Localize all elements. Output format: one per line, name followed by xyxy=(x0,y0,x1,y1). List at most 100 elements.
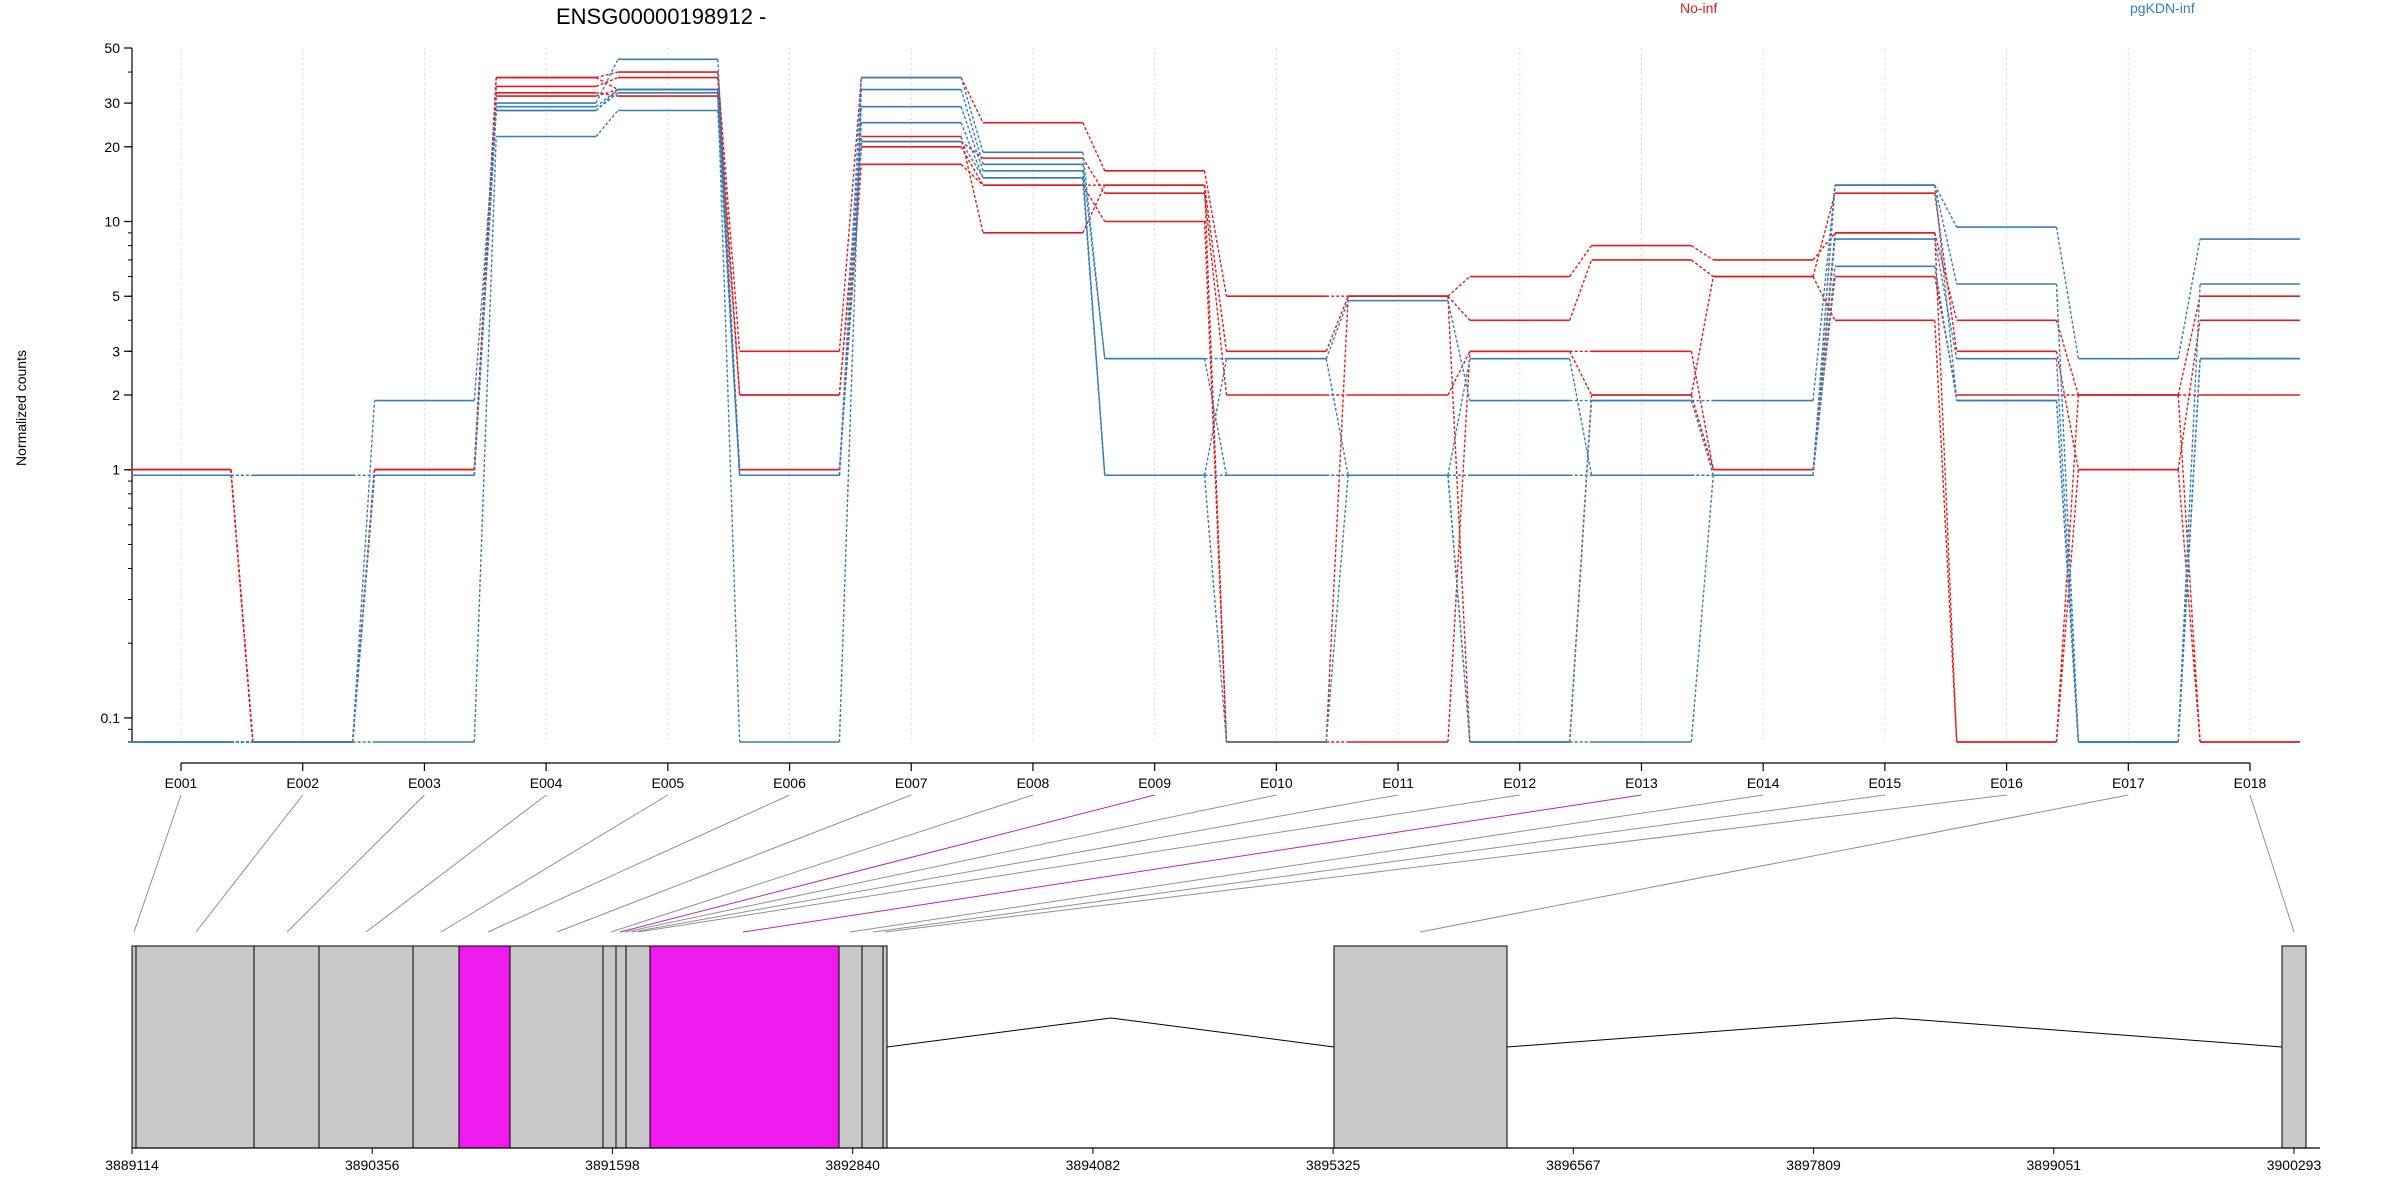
series-0-no-inf xyxy=(131,71,2300,743)
y-tick-label: 20 xyxy=(104,139,120,155)
connector-E017 xyxy=(1419,794,2129,933)
connector-E016 xyxy=(884,794,2007,933)
transition-segment-E011 xyxy=(1447,475,1471,743)
exon-label-E016: E016 xyxy=(1990,775,2023,791)
transition-segment-E014 xyxy=(1812,185,1836,476)
connector-E001 xyxy=(133,794,182,933)
transition-segment-E011 xyxy=(1447,351,1471,743)
grid-lines xyxy=(180,48,2251,742)
series-8-pgkdn-inf xyxy=(131,109,2300,743)
transition-segment-E015 xyxy=(1934,266,1958,401)
transition-segment-E012 xyxy=(1569,350,1593,396)
exon-label-E017: E017 xyxy=(2112,775,2145,791)
connector-E008 xyxy=(610,794,1034,933)
transition-segment-E009 xyxy=(1203,170,1228,297)
transition-segment-E014 xyxy=(1812,238,1836,476)
exon-connector-lines xyxy=(133,794,2295,933)
transition-segment-E015 xyxy=(1934,185,1958,401)
transition-segment-E014 xyxy=(1812,193,1836,277)
legend-label-pgkdn-inf: pgKDN-inf xyxy=(2130,0,2195,16)
transition-segment-E013 xyxy=(1690,244,1714,261)
intron-line xyxy=(1506,1017,2283,1048)
exon-block xyxy=(625,945,651,1149)
coordinate-label: 3889114 xyxy=(105,1157,159,1173)
connector-E007 xyxy=(556,794,912,933)
connector-E013 xyxy=(742,794,1642,933)
transition-segment-E007 xyxy=(960,89,984,165)
exon-block xyxy=(131,945,137,1149)
transition-segment-E008 xyxy=(1082,157,1106,194)
transition-segment-E013 xyxy=(1690,259,1714,278)
transition-segment-E007 xyxy=(960,122,984,179)
transition-segment-E017 xyxy=(2177,394,2201,743)
coordinate-label: 3894082 xyxy=(1066,1157,1121,1173)
transition-segment-E011 xyxy=(1447,350,1471,396)
exon-label-E002: E002 xyxy=(286,775,319,791)
transition-segment-E004 xyxy=(595,110,619,137)
gene-model-track xyxy=(131,945,2307,1149)
transition-segment-E006 xyxy=(838,141,863,476)
transition-segment-E008 xyxy=(1082,184,1106,234)
exon-block xyxy=(838,945,863,1149)
transition-segment-E010 xyxy=(1325,295,1349,352)
x-axis-exon-labels: E001 E002 E003 E004 E005 E006 E007 E008 E009 E010… xyxy=(165,762,2267,791)
transition-segment-E009 xyxy=(1203,185,1228,743)
exon-block xyxy=(253,945,320,1149)
transition-segment-E003 xyxy=(473,106,497,401)
exon-label-E014: E014 xyxy=(1747,775,1780,791)
connector-E018 xyxy=(2249,794,2295,933)
transition-segment-E015 xyxy=(1934,193,1958,352)
exon-block xyxy=(135,945,255,1149)
transition-segment-E005 xyxy=(717,110,741,476)
transition-segment-E004 xyxy=(595,92,619,112)
transition-segment-E013 xyxy=(1690,400,1714,476)
transition-segment-E007 xyxy=(960,163,984,186)
transition-segment-E016 xyxy=(2055,358,2080,743)
exon-label-E001: E001 xyxy=(165,775,198,791)
y-tick-label: 10 xyxy=(104,214,120,230)
transition-segment-E016 xyxy=(2055,226,2080,359)
transition-segment-E008 xyxy=(1082,164,1106,359)
transition-segment-E004 xyxy=(595,89,619,112)
highlighted-exon-block xyxy=(649,945,840,1149)
transition-segment-E005 xyxy=(717,89,741,476)
connector-E003 xyxy=(286,794,425,933)
connector-E010 xyxy=(624,794,1277,933)
transition-segment-E013 xyxy=(1690,276,1714,396)
y-tick-label: 2 xyxy=(112,387,120,403)
exon-label-E015: E015 xyxy=(1869,775,1902,791)
exon-label-E009: E009 xyxy=(1138,775,1171,791)
transition-segment-E016 xyxy=(2055,469,2080,743)
transition-segment-E012 xyxy=(1569,245,1593,277)
connector-E015 xyxy=(872,794,1885,933)
exon-label-E018: E018 xyxy=(2234,775,2267,791)
series-2-no-inf xyxy=(131,91,2300,743)
exon-block xyxy=(602,945,617,1149)
transition-segment-E005 xyxy=(717,92,741,476)
coordinate-label: 3890356 xyxy=(345,1157,400,1173)
exon-block xyxy=(412,945,460,1149)
transition-segment-E016 xyxy=(2055,283,2080,743)
connector-E014 xyxy=(849,794,1764,933)
connector-E009 xyxy=(619,794,1155,933)
transition-segment-E017 xyxy=(2177,358,2201,743)
transition-segment-E017 xyxy=(2177,238,2201,359)
coordinate-label: 3891598 xyxy=(585,1157,640,1173)
connector-E005 xyxy=(440,794,669,933)
transition-segment-E014 xyxy=(1812,185,1836,401)
exon-block xyxy=(509,945,604,1149)
transition-segment-E006 xyxy=(838,77,863,352)
transition-segment-E003 xyxy=(473,110,497,476)
coordinate-label: 3896567 xyxy=(1546,1157,1601,1173)
connector-E002 xyxy=(195,794,304,933)
transition-segment-E011 xyxy=(1447,276,1471,297)
transition-segment-E012 xyxy=(1568,358,1593,476)
transition-segment-E017 xyxy=(2177,283,2201,743)
transition-segment-E009 xyxy=(1203,475,1228,743)
transition-segment-E002 xyxy=(351,475,376,743)
exon-label-E012: E012 xyxy=(1503,775,1536,791)
transition-segment-E015 xyxy=(1934,185,1958,285)
exon-block xyxy=(2281,945,2307,1149)
transition-segment-E013 xyxy=(1690,351,1714,470)
transition-segment-E017 xyxy=(2177,469,2201,743)
